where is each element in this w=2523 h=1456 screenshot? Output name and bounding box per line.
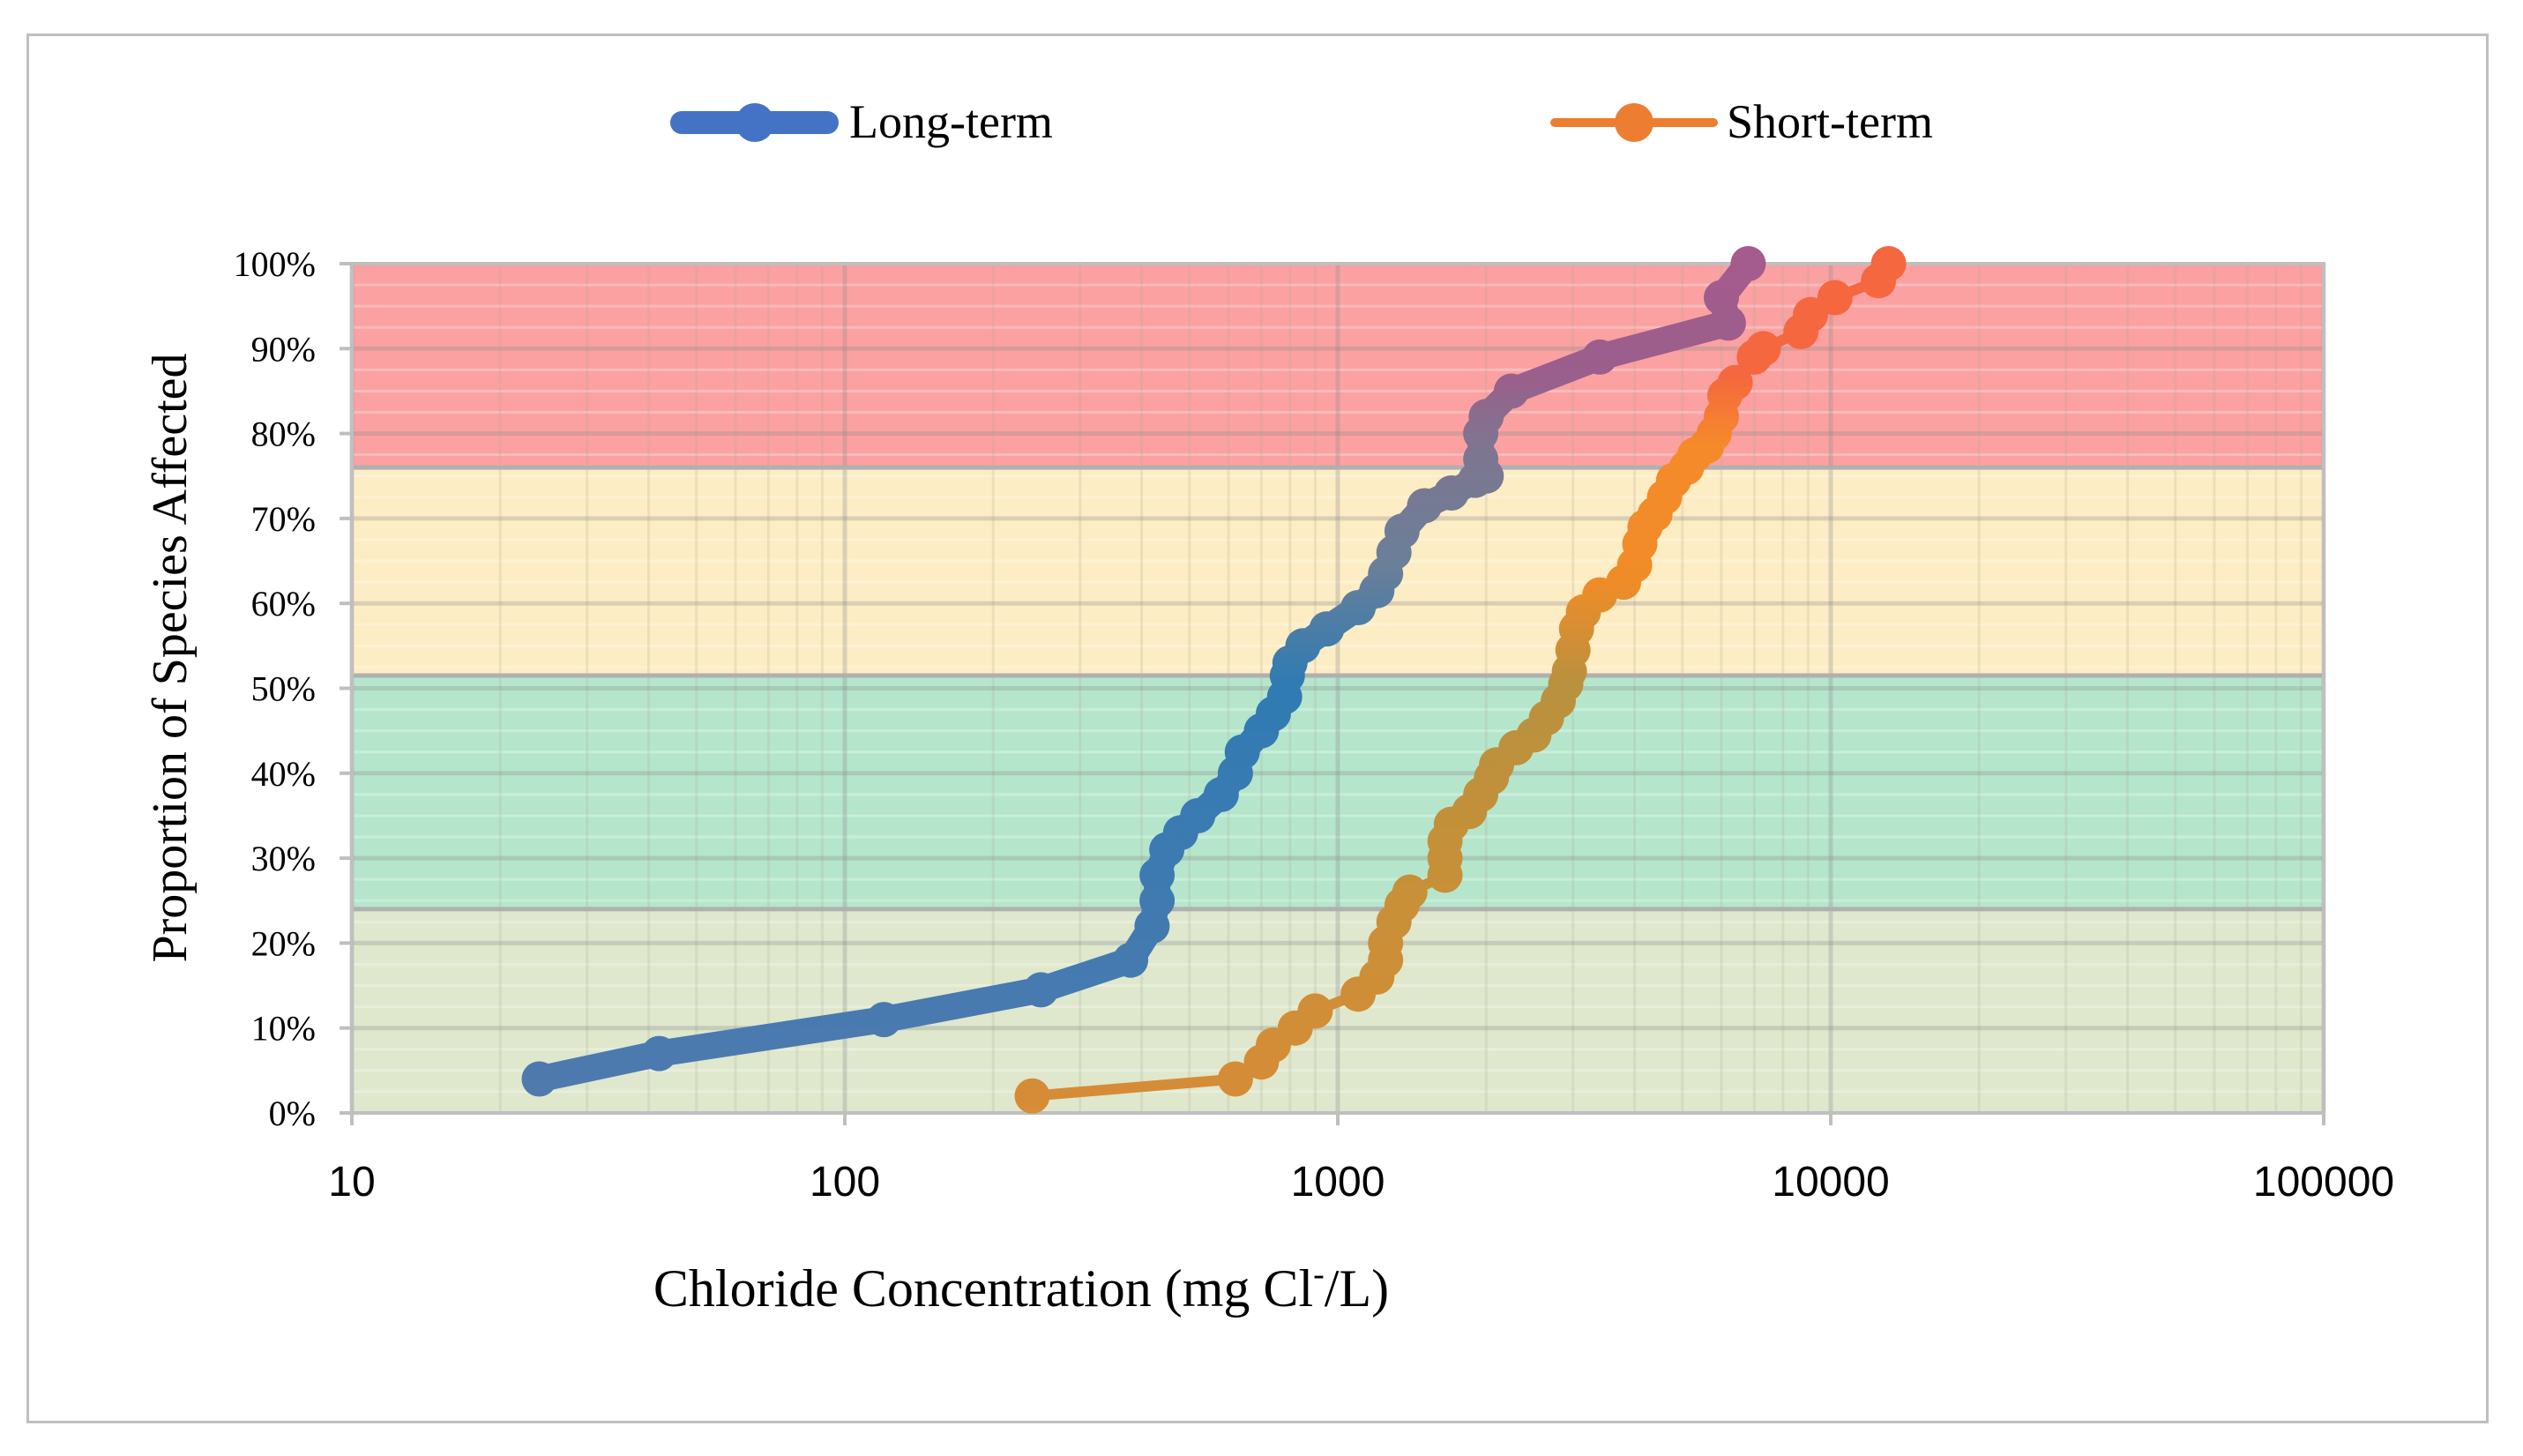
data-point-long-term[interactable] (1180, 798, 1216, 833)
data-point-long-term[interactable] (641, 1035, 677, 1071)
risk-bands (352, 264, 2324, 1113)
band-moderate (352, 676, 2324, 909)
legend-marker-short-term (1615, 103, 1653, 142)
x-tick-label: 10 (328, 1159, 375, 1206)
legend-item-long-term[interactable]: Long-term (670, 95, 1053, 148)
data-point-short-term[interactable] (1014, 1078, 1050, 1114)
data-point-long-term[interactable] (1582, 339, 1618, 375)
data-point-short-term[interactable] (1297, 993, 1333, 1029)
series-short-term[interactable] (1014, 246, 1907, 1114)
data-point-long-term[interactable] (1493, 373, 1529, 409)
data-point-long-term[interactable] (1384, 513, 1420, 549)
band-high (352, 264, 2324, 468)
x-axis-title-tail: /L) (1325, 1259, 1389, 1318)
data-point-long-term[interactable] (1023, 972, 1059, 1008)
data-point-long-term[interactable] (1113, 942, 1149, 978)
y-tick-label: 70% (251, 499, 316, 539)
data-point-long-term[interactable] (866, 1002, 902, 1038)
x-axis-title-superscript: - (1313, 1256, 1325, 1293)
y-tick-label: 0% (269, 1094, 316, 1133)
y-tick-label: 90% (251, 329, 316, 369)
series-long-term[interactable] (521, 246, 1766, 1097)
legend-label-short-term: Short-term (1727, 95, 1933, 148)
x-axis-ticks: 10 100 1000 10000 100000 (328, 1113, 2394, 1206)
data-point-long-term[interactable] (1139, 883, 1176, 919)
y-tick-label: 30% (251, 839, 316, 878)
band-low (352, 908, 2324, 1113)
y-tick-label: 10% (251, 1009, 316, 1049)
data-point-short-term[interactable] (1745, 331, 1781, 367)
chart-frame: Long-term Short-term 0% 10% 20% 30% 40% 50% 60… (26, 34, 2489, 1423)
x-axis-title-main: Chloride Concentration (mg Cl (653, 1259, 1313, 1318)
data-point-long-term[interactable] (1730, 246, 1766, 281)
data-point-short-term[interactable] (1217, 1061, 1253, 1097)
data-point-long-term[interactable] (1463, 441, 1499, 477)
data-point-short-term[interactable] (1392, 874, 1428, 910)
x-axis-title: Chloride Concentration (mg Cl-/L) (653, 1256, 1389, 1318)
data-point-long-term[interactable] (1704, 280, 1739, 316)
data-point-long-term[interactable] (521, 1061, 557, 1097)
x-tick-label: 100000 (2253, 1159, 2394, 1206)
major-gridlines (349, 264, 2326, 1113)
series-layer (521, 246, 1907, 1114)
x-tick-label: 1000 (1291, 1159, 1385, 1206)
x-tick-label: 10000 (1772, 1159, 1889, 1206)
data-point-long-term[interactable] (1407, 488, 1443, 524)
legend: Long-term Short-term (670, 95, 1933, 148)
y-tick-label: 20% (251, 923, 316, 963)
y-axis-ticks: 0% 10% 20% 30% 40% 50% 60% 70% 80% 90% 100% (234, 244, 352, 1133)
data-point-long-term[interactable] (1309, 611, 1345, 647)
data-point-short-term[interactable] (1870, 246, 1907, 281)
data-point-short-term[interactable] (1817, 280, 1853, 316)
chart-svg: Long-term Short-term 0% 10% 20% 30% 40% 50% 60… (143, 95, 2394, 1318)
y-tick-label: 100% (234, 244, 316, 284)
legend-item-short-term[interactable]: Short-term (1550, 95, 1933, 148)
y-axis-title: Proportion of Species Affected (143, 353, 198, 962)
legend-label-long-term: Long-term (849, 95, 1053, 148)
legend-marker-long-term (735, 103, 774, 142)
y-tick-label: 50% (251, 669, 316, 709)
band-borders (352, 465, 2324, 912)
y-tick-label: 80% (251, 414, 316, 454)
x-tick-label: 100 (810, 1159, 880, 1206)
y-tick-label: 40% (251, 754, 316, 794)
data-point-long-term[interactable] (1468, 399, 1504, 435)
data-point-short-term[interactable] (1717, 364, 1753, 400)
y-tick-label: 60% (251, 584, 316, 623)
